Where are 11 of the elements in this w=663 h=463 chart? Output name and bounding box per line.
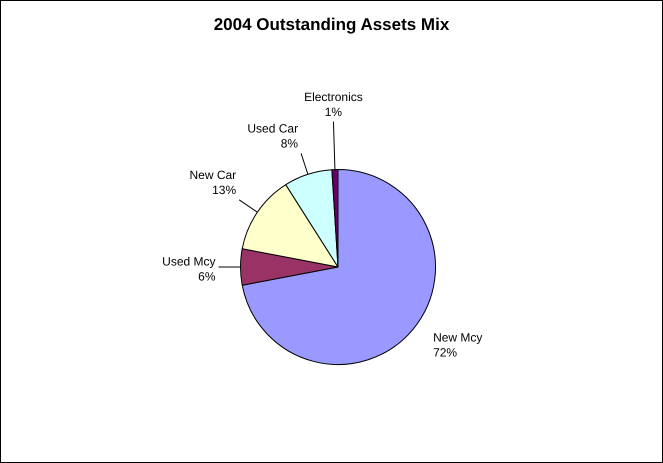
slice-label: New Car [189, 168, 236, 182]
data-label: 13% [212, 183, 236, 198]
slice-label: Used Mcy [162, 254, 216, 268]
data-label: 1% [324, 104, 342, 119]
data-label: 6% [198, 269, 216, 284]
chart-title: 2004 Outstanding Assets Mix [212, 15, 450, 35]
data-label: 72% [433, 345, 458, 360]
slice-label: New Mcy [433, 330, 482, 344]
slice-label: Electronics [304, 90, 363, 104]
data-label: 8% [280, 136, 298, 151]
slice-label: Used Car [247, 122, 298, 136]
